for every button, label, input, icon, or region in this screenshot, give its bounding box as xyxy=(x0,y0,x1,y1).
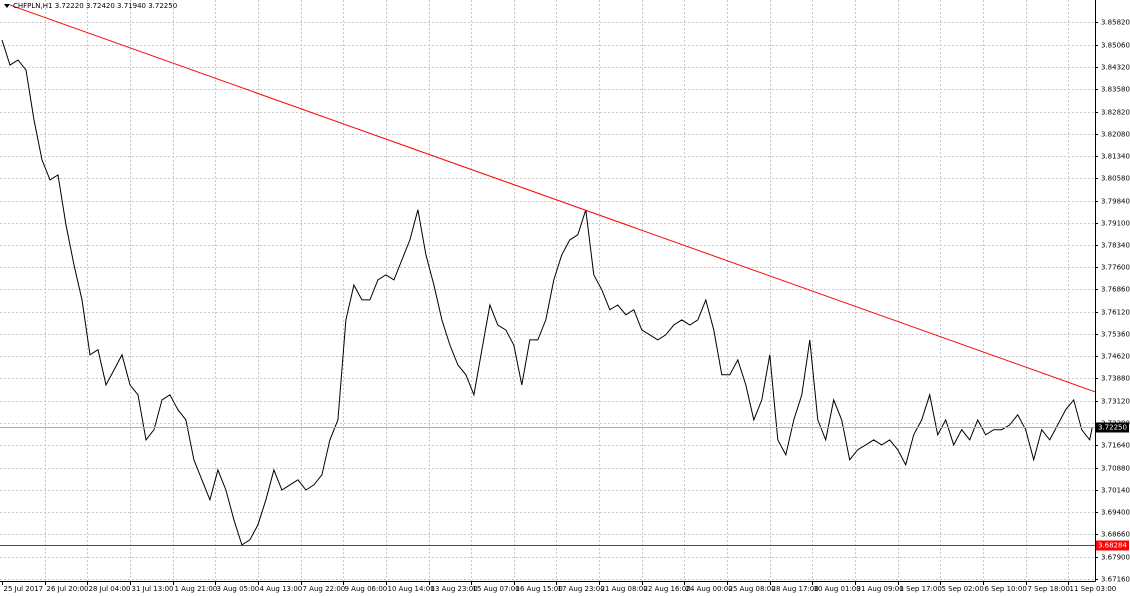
x-tick-label: 16 Aug 15:00 xyxy=(516,585,563,593)
x-tick-label: 6 Sep 10:00 xyxy=(985,585,1027,593)
x-tick-label: 30 Aug 01:00 xyxy=(814,585,861,593)
y-tick-label: 3.85820 xyxy=(1101,19,1130,27)
y-tick-label: 3.74620 xyxy=(1101,353,1130,361)
x-tick-label: 22 Aug 16:00 xyxy=(644,585,691,593)
x-tick-label: 24 Aug 00:00 xyxy=(686,585,733,593)
current-price-box xyxy=(1096,422,1129,433)
y-tick-label: 3.79840 xyxy=(1101,198,1130,206)
current-price-label: 3.72250 xyxy=(1098,424,1127,432)
x-tick-label: 13 Aug 23:00 xyxy=(431,585,478,593)
y-tick-label: 3.77600 xyxy=(1101,264,1130,272)
y-tick-label: 3.84320 xyxy=(1101,64,1130,72)
x-tick-label: 25 Aug 08:00 xyxy=(729,585,776,593)
x-tick-label: 10 Aug 14:00 xyxy=(388,585,435,593)
y-tick-label: 3.71640 xyxy=(1101,442,1130,450)
y-tick-label: 3.75360 xyxy=(1101,331,1130,339)
x-tick-label: 7 Aug 22:00 xyxy=(303,585,346,593)
y-tick-label: 3.76860 xyxy=(1101,286,1130,294)
x-tick-label: 1 Aug 21:00 xyxy=(175,585,218,593)
grid xyxy=(0,0,1095,581)
y-tick-label: 3.76120 xyxy=(1101,309,1130,317)
y-tick-label: 3.69400 xyxy=(1101,509,1130,517)
y-tick-label: 3.78340 xyxy=(1101,242,1130,250)
x-tick-label: 17 Aug 23:00 xyxy=(558,585,605,593)
x-tick-label: 21 Aug 08:00 xyxy=(601,585,648,593)
y-tick-label: 3.80580 xyxy=(1101,175,1130,183)
x-tick-label: 25 Jul 2017 xyxy=(4,585,44,593)
y-tick-label: 3.81340 xyxy=(1101,153,1130,161)
y-tick-label: 3.67160 xyxy=(1101,576,1130,584)
menu-arrow[interactable] xyxy=(4,4,10,8)
x-tick-label: 4 Aug 13:00 xyxy=(260,585,303,593)
y-tick-label: 3.79100 xyxy=(1101,220,1130,228)
x-tick-label: 31 Aug 09:00 xyxy=(857,585,904,593)
hline-price-box xyxy=(1096,540,1129,551)
x-tick-label: 26 Jul 20:00 xyxy=(47,585,89,593)
x-tick-label: 11 Sep 03:00 xyxy=(1070,585,1117,593)
y-tick-label: 3.73880 xyxy=(1101,375,1130,383)
y-tick-label: 3.85060 xyxy=(1101,42,1130,50)
x-tick-label: 1 Sep 17:00 xyxy=(900,585,942,593)
x-tick-label: 5 Sep 02:00 xyxy=(942,585,984,593)
x-tick-label: 28 Aug 17:00 xyxy=(772,585,819,593)
trend-line xyxy=(9,4,1096,393)
hline-price-label: 3.68284 xyxy=(1098,542,1127,550)
x-tick-label: 7 Sep 18:00 xyxy=(1028,585,1070,593)
chart-title: CHFPLN,H1 3.72220 3.72420 3.71940 3.7225… xyxy=(13,2,177,10)
x-tick-label: 9 Aug 06:00 xyxy=(345,585,388,593)
plot xyxy=(0,4,1096,546)
y-tick-label: 3.68660 xyxy=(1101,531,1130,539)
axes xyxy=(0,0,1096,582)
price-line xyxy=(1,39,1093,546)
y-tick-label: 3.67900 xyxy=(1101,554,1130,562)
x-tick-label: 31 Jul 13:00 xyxy=(132,585,174,593)
y-tick-label: 3.70880 xyxy=(1101,465,1130,473)
x-tick-label: 28 Jul 04:00 xyxy=(89,585,131,593)
x-tick-label: 15 Aug 07:00 xyxy=(473,585,520,593)
y-tick-label: 3.82080 xyxy=(1101,131,1130,139)
y-tick-label: 3.73120 xyxy=(1101,398,1130,406)
x-tick-label: 3 Aug 05:00 xyxy=(217,585,260,593)
y-tick-label: 3.82820 xyxy=(1101,109,1130,117)
y-tick-label: 3.83580 xyxy=(1101,86,1130,94)
y-tick-label: 3.70140 xyxy=(1101,487,1130,495)
